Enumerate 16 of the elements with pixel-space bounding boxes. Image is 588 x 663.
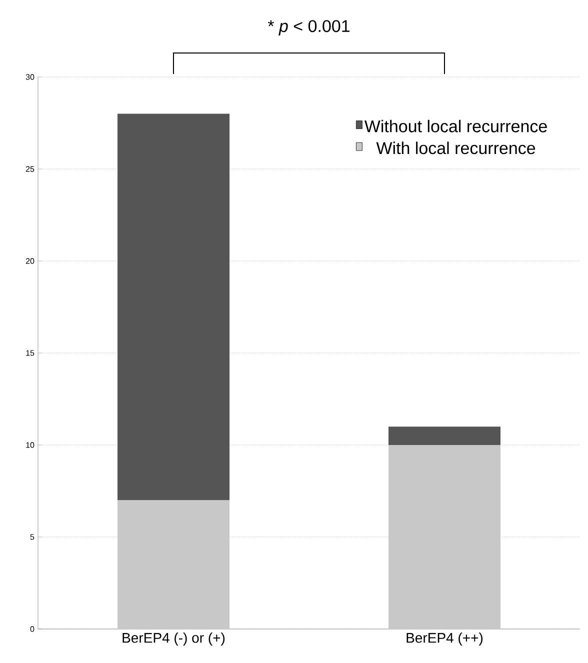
y-tick-label: 15	[26, 350, 34, 356]
legend-label: Without local recurrence	[364, 120, 547, 132]
y-tick-label: 5	[30, 534, 34, 540]
legend-label: With local recurrence	[376, 142, 536, 154]
y-tick-label: 30	[26, 74, 34, 80]
x-tick-label: BerEP4 (-) or (+)	[122, 632, 225, 646]
x-tick-label: BerEP4 (++)	[406, 632, 483, 646]
y-tick-label: 20	[26, 258, 34, 264]
bar	[118, 500, 230, 629]
bar	[388, 444, 500, 629]
bar	[118, 114, 230, 500]
y-tick-label: 10	[26, 442, 34, 448]
y-tick-label: 25	[26, 166, 34, 172]
text: *p < 0.001	[268, 20, 350, 36]
y-tick-label: 0	[30, 626, 34, 632]
bar	[388, 426, 500, 445]
